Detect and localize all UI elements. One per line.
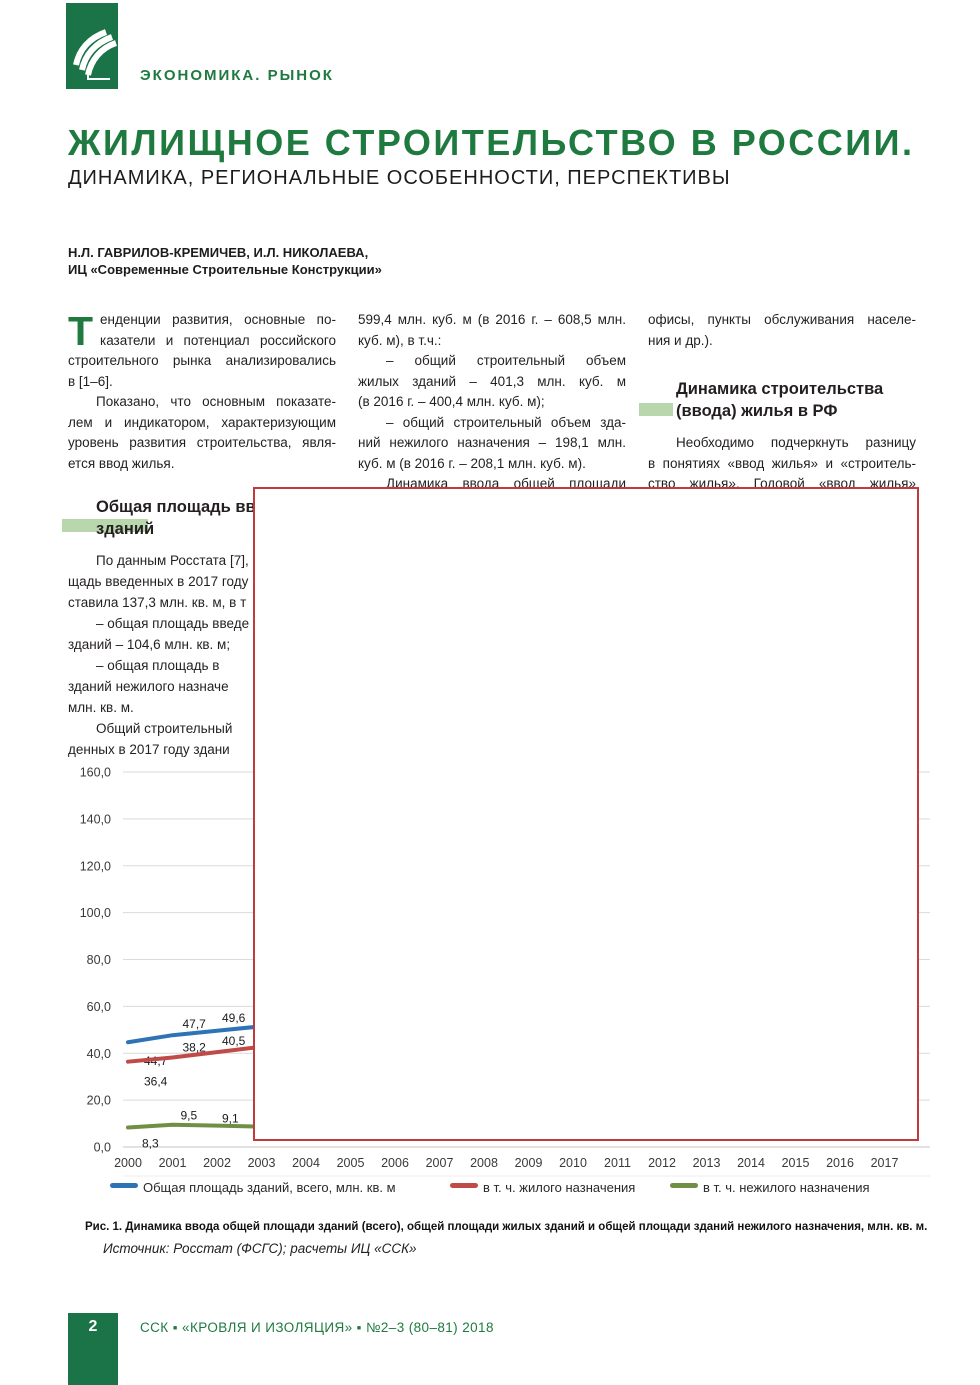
text-line: денных в 2017 году здани xyxy=(68,742,230,757)
text-line: По данным Росстата [7], xyxy=(96,553,249,568)
redaction-overlay-box xyxy=(253,487,919,1141)
authors-line: Н.Л. ГАВРИЛОВ-КРЕМИЧЕВ, И.Л. НИКОЛАЕВА, xyxy=(68,245,369,260)
authors-block: Н.Л. ГАВРИЛОВ-КРЕМИЧЕВ, И.Л. НИКОЛАЕВА, … xyxy=(68,244,382,278)
figure-caption: Рис. 1. Динамика ввода общей площади зда… xyxy=(85,1221,928,1233)
publisher-logo xyxy=(66,3,118,94)
svg-text:60,0: 60,0 xyxy=(87,1000,111,1014)
text-line: Общий строительный xyxy=(96,721,233,736)
text-line: (в 2016 г. – 400,4 млн. куб. м); xyxy=(358,394,545,409)
svg-text:2017: 2017 xyxy=(871,1156,899,1170)
subheading-line: Общая площадь вве xyxy=(96,498,265,516)
svg-text:80,0: 80,0 xyxy=(87,953,111,967)
text-line: в [1–6]. xyxy=(68,373,113,389)
svg-text:49,6: 49,6 xyxy=(222,1011,246,1025)
text-line: щадь введенных в 2017 году xyxy=(68,574,249,589)
svg-text:38,2: 38,2 xyxy=(183,1040,207,1054)
svg-text:140,0: 140,0 xyxy=(80,812,111,826)
page-number-box: 2 xyxy=(68,1313,118,1385)
text-line: ставила 137,3 млн. кв. м, в т xyxy=(68,595,247,610)
svg-text:2015: 2015 xyxy=(782,1156,810,1170)
svg-text:36,4: 36,4 xyxy=(144,1075,168,1089)
svg-text:0,0: 0,0 xyxy=(94,1141,111,1155)
svg-text:2009: 2009 xyxy=(515,1156,543,1170)
text-line: – общая площадь введе xyxy=(96,616,250,631)
svg-text:2010: 2010 xyxy=(559,1156,587,1170)
text-line: зданий нежилого назначе xyxy=(68,679,229,694)
svg-text:2004: 2004 xyxy=(292,1156,320,1170)
text-line: – общий строительный объем зда- xyxy=(386,414,626,430)
text-line: ния и др.). xyxy=(648,332,713,348)
svg-text:40,5: 40,5 xyxy=(222,1034,246,1048)
svg-text:9,1: 9,1 xyxy=(222,1112,239,1126)
svg-text:9,5: 9,5 xyxy=(181,1109,198,1123)
svg-text:2006: 2006 xyxy=(381,1156,409,1170)
text-line: 599,4 млн. куб. м (в 2016 г. – 608,5 млн… xyxy=(358,312,626,327)
text-line: Показано, что основным показате- xyxy=(96,394,336,409)
column-2-body: 599,4 млн. куб. м (в 2016 г. – 608,5 млн… xyxy=(358,310,626,495)
subheading-line: (ввода) жилья в РФ xyxy=(676,402,838,420)
article-subtitle: ДИНАМИКА, РЕГИОНАЛЬНЫЕ ОСОБЕННОСТИ, ПЕРС… xyxy=(68,167,731,189)
text-line: строительного рынка анализировались xyxy=(68,353,336,368)
column-1-heading: Общая площадь вве зданий xyxy=(68,496,336,540)
column-1-body: По данным Росстата [7], щадь введенных в… xyxy=(68,550,336,760)
svg-text:2002: 2002 xyxy=(203,1156,231,1170)
svg-text:2008: 2008 xyxy=(470,1156,498,1170)
text-line: уровень развития строительства, явля- xyxy=(68,435,336,450)
svg-text:47,7: 47,7 xyxy=(183,1017,207,1031)
column-3-body: офисы, пункты обслуживания населе- ния и… xyxy=(648,310,916,495)
text-line: Необходимо подчеркнуть разницу xyxy=(676,435,916,450)
column-1-intro: Т енденции развития, основные по- казате… xyxy=(68,310,336,474)
svg-text:2007: 2007 xyxy=(426,1156,454,1170)
svg-text:160,0: 160,0 xyxy=(80,766,111,780)
svg-text:2016: 2016 xyxy=(826,1156,854,1170)
subheading-line: зданий xyxy=(96,520,155,538)
text-line: млн. кв. м. xyxy=(68,700,134,715)
svg-text:2003: 2003 xyxy=(248,1156,276,1170)
svg-text:2005: 2005 xyxy=(337,1156,365,1170)
journal-footer: ССК ▪ «КРОВЛЯ И ИЗОЛЯЦИЯ» ▪ №2–3 (80–81)… xyxy=(140,1320,494,1335)
svg-text:40,0: 40,0 xyxy=(87,1047,111,1061)
svg-text:2001: 2001 xyxy=(159,1156,187,1170)
text-line: енденции развития, основные по- xyxy=(100,312,336,327)
text-line: казатели и потенциал российского xyxy=(100,332,336,348)
svg-text:8,3: 8,3 xyxy=(142,1137,159,1151)
svg-text:в т. ч. жилого назначения: в т. ч. жилого назначения xyxy=(483,1180,635,1195)
svg-text:2011: 2011 xyxy=(604,1156,631,1170)
svg-text:2012: 2012 xyxy=(648,1156,676,1170)
svg-text:20,0: 20,0 xyxy=(87,1094,111,1108)
svg-text:Общая площадь зданий, всего, м: Общая площадь зданий, всего, млн. кв. м xyxy=(143,1180,396,1195)
svg-text:120,0: 120,0 xyxy=(80,859,111,873)
text-line: офисы, пункты обслуживания населе- xyxy=(648,312,916,327)
text-line: ется ввод жилья. xyxy=(68,455,175,471)
page-number: 2 xyxy=(88,1318,98,1335)
svg-text:2000: 2000 xyxy=(114,1156,142,1170)
text-line: лем и индикатором, характеризующим xyxy=(68,414,336,430)
text-line: ний нежилого назначения – 198,1 млн. xyxy=(358,435,626,450)
column-3-heading: Динамика строительства (ввода) жилья в Р… xyxy=(648,378,916,422)
dropcap: Т xyxy=(68,308,94,354)
svg-text:в т. ч. нежилого назначения: в т. ч. нежилого назначения xyxy=(703,1180,870,1195)
svg-text:100,0: 100,0 xyxy=(80,906,111,920)
text-line: в понятиях «ввод жилья» и «строитель- xyxy=(648,455,916,471)
svg-text:2014: 2014 xyxy=(737,1156,765,1170)
text-line: куб. м (в 2016 г. – 208,1 млн. куб. м). xyxy=(358,455,586,471)
text-line: куб. м), в т.ч.: xyxy=(358,332,442,348)
logo-icon xyxy=(66,3,118,89)
svg-text:2013: 2013 xyxy=(693,1156,721,1170)
heading-highlight-bar xyxy=(62,519,148,532)
figure-source: Источник: Росстат (ФСГС); расчеты ИЦ «СС… xyxy=(103,1241,417,1256)
text-line: жилых зданий – 401,3 млн. куб. м xyxy=(358,373,626,389)
text-line: зданий – 104,6 млн. кв. м; xyxy=(68,637,231,652)
text-line: – общий строительный объем xyxy=(386,353,626,368)
subheading-line: Динамика строительства xyxy=(676,380,884,398)
text-line: – общая площадь в xyxy=(96,658,220,673)
heading-highlight-bar xyxy=(639,403,673,416)
affiliation-line: ИЦ «Современные Строительные Конструкции… xyxy=(68,262,382,277)
section-label: ЭКОНОМИКА. РЫНОК xyxy=(140,67,334,84)
article-title: ЖИЛИЩНОЕ СТРОИТЕЛЬСТВО В РОССИИ. xyxy=(68,122,915,163)
